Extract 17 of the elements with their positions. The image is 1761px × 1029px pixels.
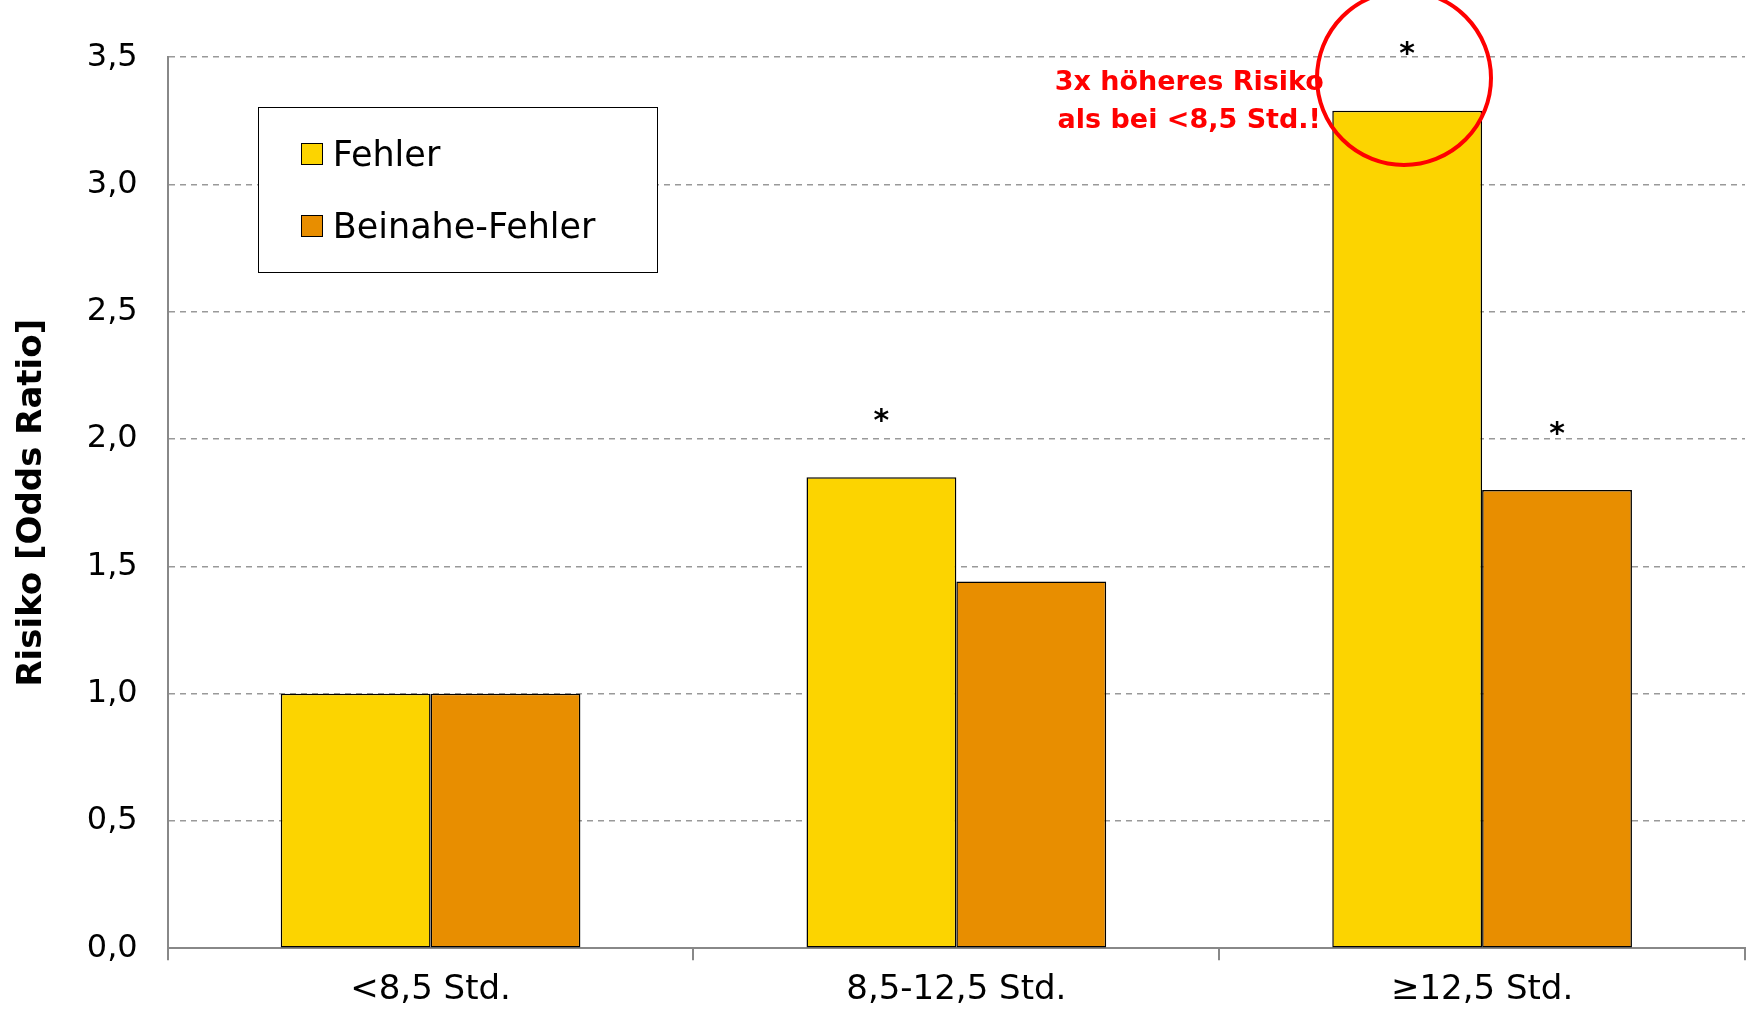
legend-label: Beinahe-Fehler <box>332 205 596 249</box>
legend-label: Fehler <box>332 133 441 177</box>
x-tick-label: 8,5-12,5 Std. <box>846 967 1067 1008</box>
y-tick-label: 2,0 <box>86 417 138 456</box>
y-tick-label: 3,5 <box>86 35 138 74</box>
y-tick-label: 0,5 <box>86 799 138 838</box>
y-tick-label: 0,0 <box>86 926 138 965</box>
y-axis-title: Risiko [Odds Ratio] <box>9 318 50 687</box>
y-tick-label: 1,0 <box>86 671 138 710</box>
x-tick-label: <8,5 Std. <box>350 967 511 1008</box>
x-tick-label: ≥12,5 Std. <box>1390 967 1574 1008</box>
y-tick-label: 1,5 <box>86 544 138 583</box>
annotation: * <box>873 402 890 438</box>
annotation: * <box>1399 35 1416 71</box>
y-tick-label: 2,5 <box>86 290 138 329</box>
y-tick-label: 3,0 <box>86 162 138 201</box>
annotation: * <box>1549 414 1566 450</box>
